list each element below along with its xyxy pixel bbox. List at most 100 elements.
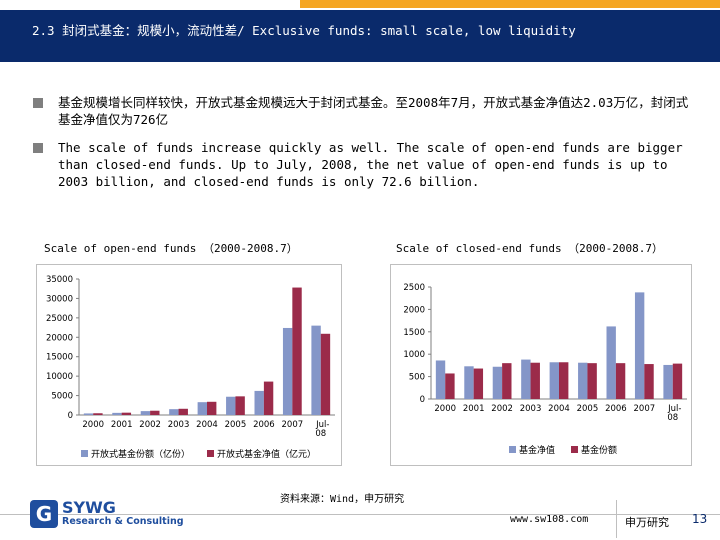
footer-divider (0, 514, 720, 515)
website-link[interactable]: www.sw108.com (510, 514, 589, 525)
bar-series2 (559, 362, 569, 399)
y-tick-label: 1000 (403, 350, 425, 360)
x-tick-label: 2002 (139, 420, 161, 430)
x-tick-label: 2003 (168, 420, 190, 430)
bar-series2 (178, 408, 188, 415)
bar-series2 (587, 363, 597, 399)
x-tick-label: 2005 (225, 420, 247, 430)
x-tick-label: 2001 (463, 404, 485, 414)
bar-series1 (197, 402, 207, 415)
data-source: 资料来源：Wind，申万研究 (280, 494, 405, 505)
bullet-text-cn: 基金规模增长同样较快，开放式基金规模远大于封闭式基金。至2008年7月，开放式基… (58, 95, 689, 127)
x-tick-label: 2002 (491, 404, 513, 414)
company-logo: G SYWG Research & Consulting (30, 498, 190, 538)
bar-series1 (112, 412, 122, 415)
logo-name: SYWG (62, 498, 116, 517)
legend-swatch (207, 450, 214, 457)
y-tick-label: 30000 (46, 294, 73, 304)
x-tick-label: 2000 (82, 420, 104, 430)
bar-series1 (464, 366, 474, 399)
legend-swatch (509, 446, 516, 453)
footer-separator (616, 500, 617, 538)
chart-title-open-end: Scale of open-end funds （2000-2008.7） (44, 242, 298, 255)
bar-series1 (140, 411, 151, 415)
bar-series2 (445, 373, 455, 399)
y-tick-label: 0 (420, 395, 425, 405)
legend-label: 基金净值 (519, 444, 555, 456)
bar-series2 (150, 410, 160, 415)
open-end-chart-frame: 0 5000 10000 15000 20000 25000 30000 35000 2000 2… (36, 264, 342, 466)
bar-series1 (578, 362, 588, 399)
bar-series1 (606, 326, 616, 399)
bar-series2 (93, 413, 103, 415)
bar-series1 (549, 362, 559, 399)
bar-series2 (473, 368, 484, 399)
x-tick-label: 2004 (548, 404, 570, 414)
x-tick-label: Jul- (667, 404, 681, 414)
y-tick-label: 5000 (51, 392, 73, 402)
x-tick-label: 2007 (634, 404, 656, 414)
bar-series1 (282, 327, 293, 415)
bar-series1 (521, 359, 531, 399)
x-tick-label: 08 (667, 413, 678, 423)
x-tick-label: 2007 (282, 420, 304, 430)
bar-series2 (530, 362, 540, 399)
bar-series1 (492, 366, 503, 399)
bar-series2 (644, 364, 654, 399)
bar-series2 (502, 363, 512, 399)
legend-label: 基金份额 (581, 444, 617, 456)
x-tick-label: 2000 (434, 404, 456, 414)
bar-series2 (320, 333, 331, 415)
x-tick-label: 2001 (111, 420, 133, 430)
bullet-marker (33, 98, 43, 108)
legend-swatch (571, 446, 578, 453)
bar-series1 (226, 396, 236, 415)
legend-label: 开放式基金净值（亿元） (217, 448, 316, 460)
x-tick-label: 2004 (196, 420, 218, 430)
x-tick-label: 2003 (520, 404, 542, 414)
bar-series2 (292, 287, 302, 415)
y-tick-label: 15000 (46, 353, 73, 363)
x-tick-label: 08 (315, 429, 326, 439)
bar-series1 (83, 413, 94, 415)
y-tick-label: 2000 (403, 305, 425, 315)
bar-series1 (634, 292, 645, 399)
logo-subtitle: Research & Consulting (62, 516, 184, 527)
y-tick-label: 1500 (403, 328, 425, 338)
legend-swatch (81, 450, 88, 457)
bar-series2 (207, 401, 217, 415)
open-end-fund-chart: 0 5000 10000 15000 20000 25000 30000 35000 2000 2… (46, 275, 335, 460)
y-tick-label: 25000 (46, 314, 73, 324)
top-strip (0, 0, 720, 10)
chart-title-closed-end: Scale of closed-end funds （2000-2008.7） (396, 242, 664, 255)
accent-strip (300, 0, 720, 8)
closed-end-fund-chart: 0 500 1000 1500 2000 2500 2000 2001 2002 2003 2004… (403, 283, 687, 456)
x-tick-label: 2006 (253, 420, 275, 430)
bar-series2 (263, 381, 274, 415)
logo-mark-icon: G (30, 500, 58, 528)
closed-end-chart-frame: 0 500 1000 1500 2000 2500 2000 2001 2002 2003 2004… (390, 264, 692, 466)
y-tick-label: 10000 (46, 372, 73, 382)
legend-label: 开放式基金份额（亿份） (91, 448, 190, 460)
bar-series1 (311, 325, 321, 415)
x-tick-label: Jul- (315, 420, 329, 430)
bullet-marker (33, 143, 43, 153)
company-name: 申万研究 (625, 516, 669, 529)
bar-series2 (235, 396, 245, 415)
title-bar: 2.3 封闭式基金：规模小，流动性差/ Exclusive funds: sma… (0, 10, 720, 62)
bar-series1 (169, 409, 179, 415)
x-tick-label: 2005 (577, 404, 599, 414)
bar-series1 (663, 364, 673, 399)
y-tick-label: 500 (409, 373, 425, 383)
bar-series1 (435, 360, 446, 399)
bar-series2 (672, 363, 683, 399)
y-tick-label: 20000 (46, 333, 73, 343)
bullet-text-en: The scale of funds increase quickly as w… (58, 140, 683, 189)
bar-series2 (121, 412, 132, 415)
x-tick-label: 2006 (605, 404, 627, 414)
page-number: 13 (692, 512, 708, 526)
y-tick-label: 0 (68, 411, 73, 421)
y-tick-label: 2500 (403, 283, 425, 293)
y-tick-label: 35000 (46, 275, 73, 285)
bar-series2 (615, 363, 626, 399)
